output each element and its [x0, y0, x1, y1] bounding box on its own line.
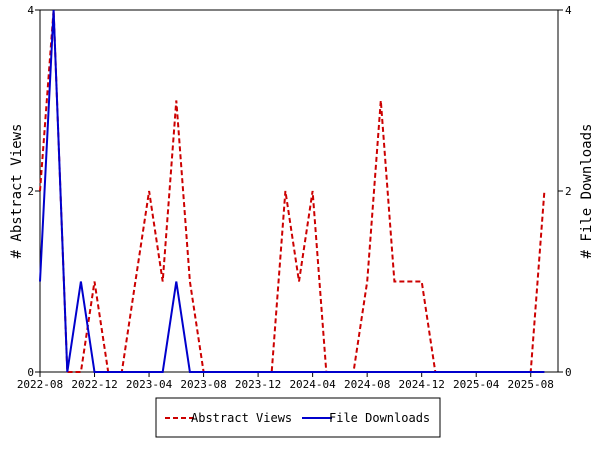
x-tick-label: 2024-04 [289, 378, 336, 391]
x-tick-label: 2023-08 [180, 378, 226, 391]
plot-area [39, 9, 559, 373]
y-tick-label-right: 2 [565, 185, 572, 198]
x-tick-label: 2025-08 [508, 378, 554, 391]
series-line-file-downloads [39, 9, 545, 373]
y-axis-title-left: # Abstract Views [9, 124, 25, 259]
y-tick-label-left: 2 [27, 185, 34, 198]
y-tick-label-left: 0 [27, 366, 34, 379]
x-tick-label: 2023-04 [126, 378, 173, 391]
legend: Abstract Views File Downloads [155, 397, 441, 438]
legend-label: File Downloads [329, 411, 430, 425]
y-axis-title-right: # File Downloads [579, 124, 595, 259]
legend-box [155, 397, 441, 438]
legend-label: Abstract Views [191, 411, 292, 425]
x-axis: 2022-08 2022-12 2023-04 2023-08 2023-12 2024-… [17, 372, 554, 391]
x-tick-label: 2024-12 [399, 378, 445, 391]
x-tick-label: 2022-08 [17, 378, 63, 391]
y-tick-label-right: 0 [565, 366, 572, 379]
x-tick-label: 2022-12 [71, 378, 117, 391]
y-axis-right: 0 2 4 [558, 4, 572, 379]
x-tick-label: 2023-12 [235, 378, 281, 391]
y-tick-label-left: 4 [27, 4, 34, 17]
x-tick-label: 2025-04 [453, 378, 500, 391]
series-line-abstract-views [39, 9, 546, 373]
plot-frame [39, 9, 559, 373]
y-axis-left: 0 2 4 [27, 4, 40, 379]
series-layer [39, 9, 546, 373]
x-tick-label: 2024-08 [344, 378, 390, 391]
y-tick-label-right: 4 [565, 4, 572, 17]
